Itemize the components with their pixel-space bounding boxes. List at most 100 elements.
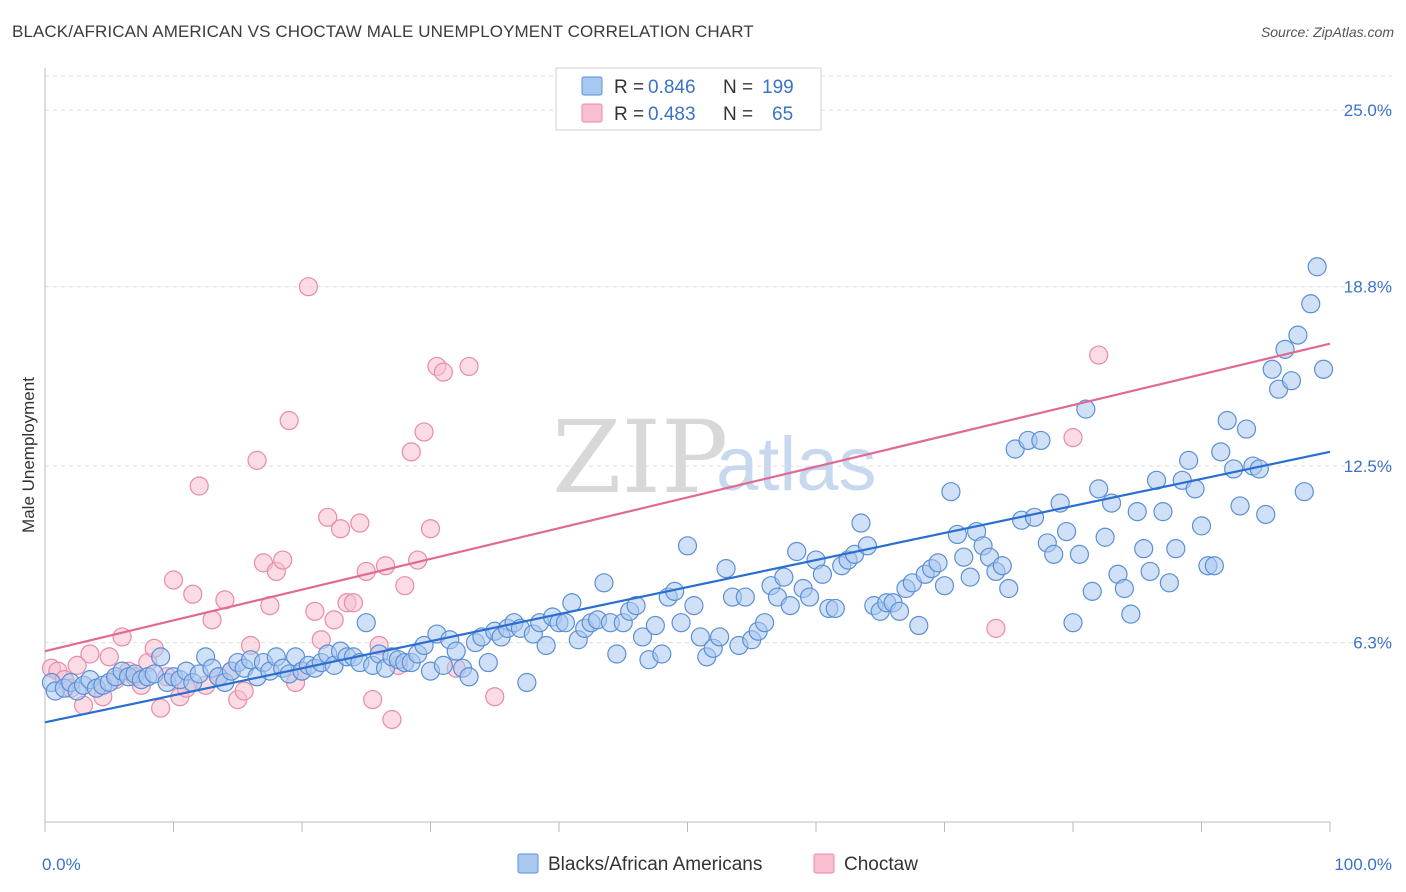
blue-point-74 — [517, 672, 537, 693]
x-tick-label-0: 0.0% — [42, 855, 81, 874]
blue-point-94 — [645, 615, 665, 636]
blue-point-169 — [1127, 502, 1147, 522]
legend: R = 0.846 N = 199 R = 0.483 N = 65 — [555, 67, 822, 131]
blue-point-162 — [1082, 581, 1102, 601]
blue-point-118 — [799, 587, 820, 607]
pink-point-6 — [80, 644, 100, 664]
blue-point-111 — [754, 613, 775, 633]
blue-point-77 — [536, 635, 556, 656]
blue-point-86 — [594, 573, 614, 593]
blue-point-164 — [1095, 527, 1115, 547]
blue-point-197 — [1307, 257, 1327, 277]
blue-point-127 — [857, 536, 878, 556]
blue-point-100 — [684, 596, 704, 616]
pink-point-64 — [485, 687, 505, 707]
blue-point-92 — [632, 627, 653, 647]
blue-point-116 — [787, 541, 807, 562]
pink-point-36 — [273, 550, 293, 570]
pink-point-22 — [183, 584, 203, 604]
pink-point-49 — [356, 561, 376, 582]
blue-point-65 — [459, 667, 479, 687]
blue-point-140 — [941, 482, 961, 502]
blue-point-195 — [1294, 482, 1314, 502]
blue-point-139 — [934, 576, 955, 596]
trend-lines — [44, 342, 1331, 724]
pink-point-37 — [279, 410, 299, 431]
chart-title: BLACK/AFRICAN AMERICAN VS CHOCTAW MALE U… — [12, 22, 754, 41]
x-tick-labels: 0.0% 100.0% — [42, 855, 1392, 874]
blue-point-101 — [690, 627, 710, 647]
blue-point-190 — [1262, 359, 1282, 379]
blue-point-132 — [889, 601, 910, 621]
blue-point-174 — [1159, 573, 1179, 593]
legend-r-value-0: 0.846 — [648, 77, 696, 98]
pink-point-45 — [330, 519, 351, 539]
blue-point-104 — [710, 627, 730, 647]
trend-line-blue — [44, 450, 1331, 724]
blue-point-61 — [433, 655, 453, 675]
pink-point-67 — [1089, 345, 1109, 365]
pink-point-9 — [99, 647, 119, 667]
pink-point-65 — [986, 618, 1006, 638]
blue-point-163 — [1089, 479, 1109, 499]
blue-point-183 — [1217, 410, 1237, 431]
blue-point-159 — [1063, 613, 1083, 633]
bottom-legend-swatch-blue — [517, 853, 539, 874]
blue-point-80 — [555, 613, 576, 633]
pink-point-43 — [318, 507, 338, 527]
pink-point-4 — [67, 655, 87, 675]
pink-point-50 — [363, 689, 383, 710]
legend-r-label-1: R = — [614, 104, 644, 125]
blue-point-198 — [1313, 359, 1334, 379]
legend-n-label-1: N = — [723, 104, 753, 125]
blue-point-143 — [960, 567, 980, 587]
pink-point-44 — [324, 610, 344, 630]
y-tick-labels: 6.3% 12.5% 18.8% 25.0% — [1344, 101, 1392, 652]
blue-point-184 — [1224, 459, 1244, 479]
blue-point-168 — [1121, 604, 1141, 624]
blue-point-173 — [1153, 502, 1173, 522]
y-tick-label-1: 12.5% — [1344, 457, 1392, 476]
blue-point-17 — [151, 647, 171, 667]
blue-point-177 — [1179, 450, 1199, 470]
blue-point-186 — [1236, 419, 1257, 439]
blue-point-105 — [716, 558, 736, 579]
blue-point-68 — [478, 652, 498, 673]
watermark: ZIP atlas — [552, 399, 877, 516]
pink-point-61 — [433, 362, 453, 382]
blue-point-98 — [671, 613, 691, 633]
blue-point-148 — [992, 556, 1012, 576]
blue-point-196 — [1301, 294, 1321, 314]
pink-point-17 — [151, 698, 171, 718]
bottom-legend-label-blue: Blacks/African Americans — [548, 854, 762, 875]
bottom-legend: Blacks/African Americans Choctaw — [517, 853, 918, 875]
pink-point-66 — [1063, 428, 1083, 448]
blue-point-193 — [1281, 371, 1302, 391]
bottom-legend-label-pink: Choctaw — [844, 854, 918, 875]
blue-point-189 — [1256, 504, 1276, 525]
bottom-legend-swatch-pink — [813, 853, 835, 874]
series-blacks-african-americans — [41, 257, 1334, 701]
pink-point-55 — [395, 576, 415, 596]
blue-point-120 — [812, 564, 833, 584]
pink-point-30 — [234, 681, 254, 701]
blue-point-95 — [652, 644, 672, 664]
pink-point-48 — [350, 513, 370, 533]
pink-point-23 — [189, 476, 209, 496]
legend-r-label-0: R = — [614, 77, 644, 98]
legend-swatch-blue — [581, 76, 603, 96]
pink-point-59 — [420, 519, 441, 539]
blue-point-138 — [928, 553, 948, 573]
y-tick-label-3: 25.0% — [1344, 101, 1392, 120]
blue-point-179 — [1191, 516, 1212, 536]
blue-point-149 — [999, 578, 1019, 599]
blue-point-154 — [1031, 430, 1051, 451]
pink-point-32 — [247, 450, 267, 470]
pink-point-47 — [343, 593, 363, 613]
y-tick-label-2: 18.8% — [1344, 278, 1392, 297]
watermark-atlas: atlas — [716, 422, 877, 507]
blue-point-194 — [1288, 325, 1308, 345]
axes — [44, 68, 1331, 832]
legend-swatch-pink — [581, 103, 603, 123]
